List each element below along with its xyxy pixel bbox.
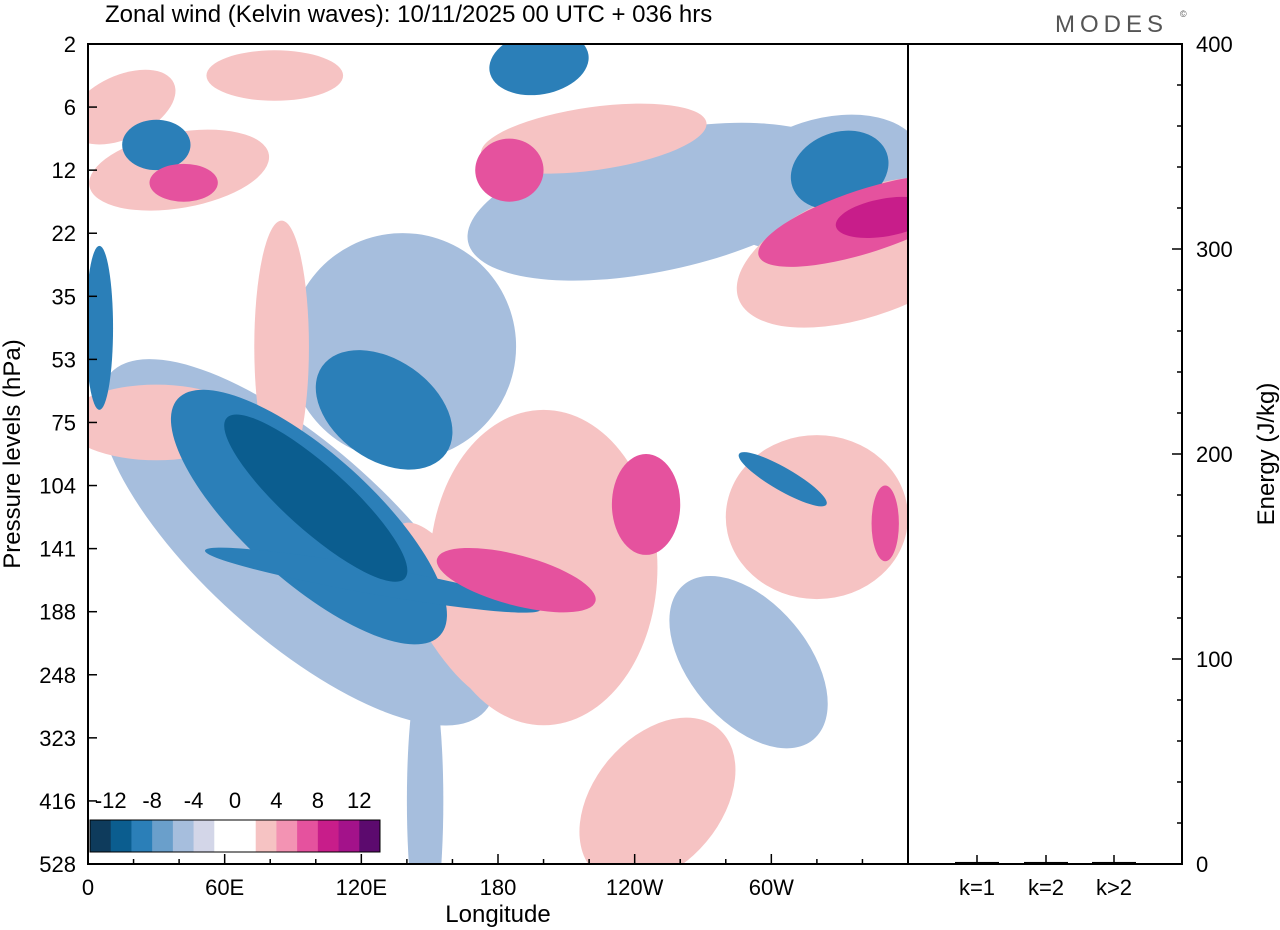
wind-contour-neg-10 (738, 452, 827, 507)
colorbar-swatch (359, 820, 381, 852)
y-tick-label: 22 (52, 221, 76, 246)
energy-category-label: k=2 (1028, 875, 1064, 900)
colorbar-swatch (193, 820, 215, 852)
energy-category-label: k=1 (959, 875, 995, 900)
wind-contour-neg-11 (489, 44, 589, 96)
wind-contour-pos-22 (835, 196, 908, 239)
y-tick-label: 104 (39, 474, 76, 499)
colorbar-swatch (255, 820, 277, 852)
colorbar-swatch (317, 820, 339, 852)
wind-contour-pos-29 (871, 485, 899, 562)
y-tick-label: 12 (52, 158, 76, 183)
colorbar-frame (89, 819, 381, 853)
wind-contour-neg-13 (406, 662, 444, 864)
x-tick-label: 0 (82, 875, 94, 900)
energy-tick-label: 200 (1196, 442, 1233, 467)
colorbar-label: -12 (95, 788, 127, 813)
modes-logo: MODES (1055, 11, 1168, 38)
colorbar-swatch (90, 820, 112, 852)
y-tick-label: 53 (52, 347, 76, 372)
colorbar-swatch (172, 820, 194, 852)
y-tick-label: 75 (52, 410, 76, 435)
wind-contour-neg-12 (122, 119, 191, 171)
chart-title: Zonal wind (Kelvin waves): 10/11/2025 00… (105, 1, 712, 28)
wind-contour-pos-18 (611, 454, 681, 555)
wind-contour-neg-4 (315, 350, 453, 470)
wind-contour-pos-17 (436, 547, 596, 613)
colorbar-label: 8 (312, 788, 324, 813)
x-tick-label: 120E (336, 875, 387, 900)
x-tick-label: 60W (749, 875, 794, 900)
wind-contour-neg-14 (88, 245, 114, 410)
x-tick-label: 120W (606, 875, 664, 900)
heatmap-contours (88, 44, 908, 864)
modes-logo-mark: © (1180, 9, 1187, 19)
colorbar-label: -4 (184, 788, 204, 813)
y-tick-label: 2 (64, 32, 76, 57)
y-tick-label: 416 (39, 789, 76, 814)
colorbar-swatch (131, 820, 153, 852)
energy-tick-label: 300 (1196, 237, 1233, 262)
x-axis-label: Longitude (445, 901, 550, 928)
wind-contour-neg-0 (224, 414, 408, 582)
y-tick-label: 323 (39, 726, 76, 751)
y-tick-label: 141 (39, 537, 76, 562)
colorbar-label: -8 (142, 788, 162, 813)
y-tick-label: 188 (39, 600, 76, 625)
y-tick-label: 528 (39, 852, 76, 877)
colorbar-swatch (338, 820, 360, 852)
wind-contour-pos-30 (254, 220, 309, 473)
energy-category-label: k>2 (1096, 875, 1132, 900)
energy-axes: 0 100 200 300 400 k=1 k=2 k>2 (959, 32, 1233, 900)
wind-contour-pos-24 (149, 163, 218, 202)
y-tick-label: 248 (39, 663, 76, 688)
energy-tick-label: 400 (1196, 32, 1233, 57)
wind-contour-neg-9 (669, 575, 828, 749)
y-tick-label: 6 (64, 95, 76, 120)
colorbar-swatch (276, 820, 298, 852)
wind-contour-pos-27 (475, 138, 544, 202)
energy-tick-label: 100 (1196, 647, 1233, 672)
heatmap-plot: -12 -8 -4 0 4 8 12 0 60E 120E 180 120W 60W 2 6 12 22 35 5… (0, 32, 909, 928)
y-tick-label: 35 (52, 284, 76, 309)
energy-axis-label: Energy (J/kg) (1253, 383, 1280, 526)
colorbar-swatch (152, 820, 174, 852)
wind-contour-neg-3 (204, 547, 541, 613)
colorbar-swatch (297, 820, 319, 852)
colorbar-label: 12 (347, 788, 371, 813)
energy-panel: 0 100 200 300 400 k=1 k=2 k>2 Energy (J/kg) (907, 32, 1280, 900)
wind-contour-pos-32 (206, 50, 344, 101)
heatmap-axes: 0 60E 120E 180 120W 60W 2 6 12 22 35 53 75 104 141 188 2… (39, 32, 864, 900)
colorbar-swatch (235, 820, 257, 852)
x-tick-label: 60E (205, 875, 244, 900)
energy-frame (907, 43, 1183, 865)
x-tick-label: 180 (480, 875, 517, 900)
y-axis-label: Pressure levels (hPa) (0, 339, 26, 568)
wind-contour-pos-19 (579, 717, 736, 864)
colorbar-swatch (214, 820, 236, 852)
colorbar: -12 -8 -4 0 4 8 12 (89, 788, 381, 853)
colorbar-label: 0 (229, 788, 241, 813)
colorbar-label: 4 (270, 788, 282, 813)
energy-tick-label: 0 (1196, 852, 1208, 877)
colorbar-swatch (110, 820, 132, 852)
